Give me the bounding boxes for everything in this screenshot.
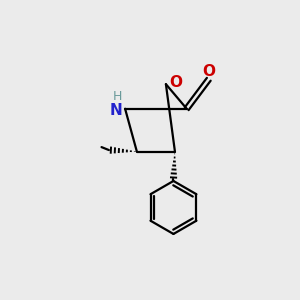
- Text: N: N: [110, 103, 123, 118]
- Text: O: O: [202, 64, 215, 80]
- Text: H: H: [112, 90, 122, 104]
- Text: O: O: [169, 75, 182, 90]
